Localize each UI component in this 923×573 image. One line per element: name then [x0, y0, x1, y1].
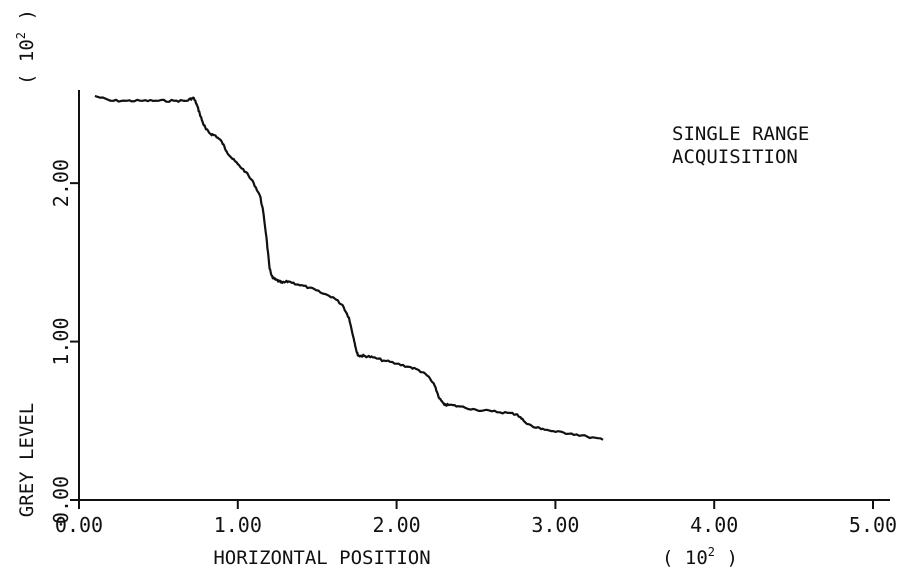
x-tick-label: 2.00 [373, 513, 421, 537]
y-axis-label: GREY LEVEL [16, 403, 38, 517]
x-tick-label: 0.00 [55, 513, 103, 537]
plot-area: 0.00 1.00 2.00 3.00 4.00 5.00 0.00 1.00 2.00 [49, 90, 897, 537]
x-tick-label: 3.00 [531, 513, 579, 537]
x-scale-exponent: 2 [708, 545, 715, 559]
y-scale-label: ( 102 ) [14, 9, 38, 85]
annotation-line-2: ACQUISITION [672, 146, 798, 168]
y-scale-close: ) [16, 9, 38, 32]
y-scale-base: ( 10 [16, 39, 38, 85]
x-scale-label: ( 102 ) [662, 545, 738, 569]
annotation-line-1: SINGLE RANGE [672, 123, 809, 145]
y-tick-label: 0.00 [49, 476, 73, 524]
x-scale-close: ) [715, 547, 738, 569]
y-tick-label: 1.00 [49, 317, 73, 365]
y-scale-exponent: 2 [14, 32, 28, 39]
x-tick-label: 1.00 [214, 513, 262, 537]
x-axis-label: HORIZONTAL POSITION [213, 547, 430, 569]
x-scale-base: ( 10 [662, 547, 708, 569]
x-tick-label: 4.00 [690, 513, 738, 537]
series-line [94, 94, 604, 441]
y-tick-label: 2.00 [49, 159, 73, 207]
x-tick-label: 5.00 [849, 513, 897, 537]
